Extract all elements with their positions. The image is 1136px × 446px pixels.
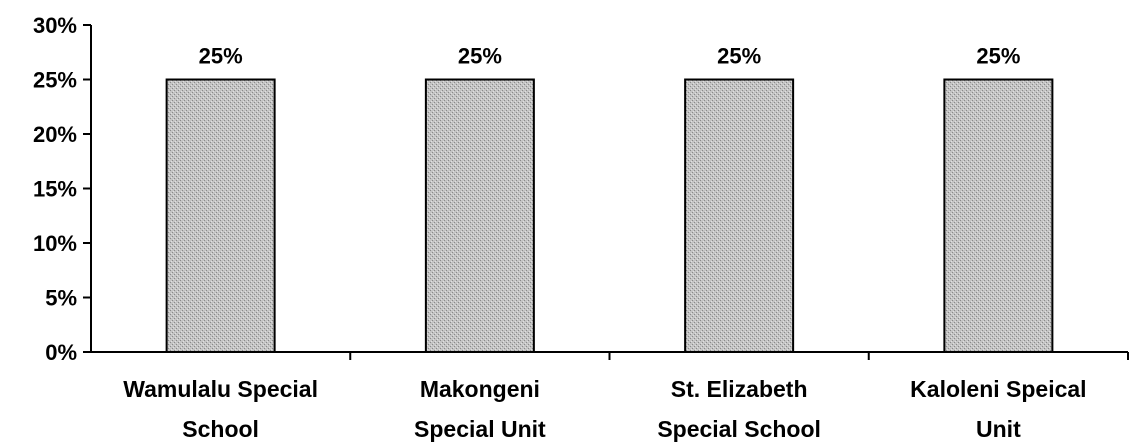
data-label: 25% bbox=[976, 44, 1020, 69]
data-labels: 25% 25% 25% 25% bbox=[199, 44, 1021, 69]
category-label-line: Special Unit bbox=[414, 416, 546, 442]
data-label: 25% bbox=[458, 44, 502, 69]
y-tick-label: 25% bbox=[33, 68, 77, 93]
category-label: Wamulalu Special School bbox=[123, 376, 318, 442]
category-label-line: School bbox=[182, 416, 259, 442]
y-tick-label: 5% bbox=[45, 286, 77, 311]
x-axis bbox=[91, 351, 1129, 360]
category-label-line: St. Elizabeth bbox=[671, 376, 808, 402]
category-label-line: Wamulalu Special bbox=[123, 376, 318, 402]
y-tick-label: 0% bbox=[45, 340, 77, 365]
category-label: Makongeni Special Unit bbox=[414, 376, 546, 442]
category-label: Kaloleni Speical Unit bbox=[910, 376, 1086, 442]
data-label: 25% bbox=[199, 44, 243, 69]
data-label: 25% bbox=[717, 44, 761, 69]
bar bbox=[165, 78, 276, 353]
y-axis: 0% 5% 10% 15% 20% 25% 30% bbox=[33, 13, 92, 365]
bar bbox=[684, 78, 795, 353]
category-label-line: Special School bbox=[657, 416, 821, 442]
bar bbox=[424, 78, 535, 353]
y-tick-label: 30% bbox=[33, 13, 77, 38]
y-tick-label: 20% bbox=[33, 122, 77, 147]
y-tick-label: 15% bbox=[33, 177, 77, 202]
bars bbox=[165, 78, 1054, 353]
category-label: St. Elizabeth Special School bbox=[657, 376, 821, 442]
category-label-line: Makongeni bbox=[420, 376, 540, 402]
category-label-line: Kaloleni Speical bbox=[910, 376, 1086, 402]
category-labels: Wamulalu Special School Makongeni Special U… bbox=[123, 376, 1086, 442]
bar bbox=[943, 78, 1054, 353]
category-label-line: Unit bbox=[976, 416, 1021, 442]
y-tick-label: 10% bbox=[33, 231, 77, 256]
